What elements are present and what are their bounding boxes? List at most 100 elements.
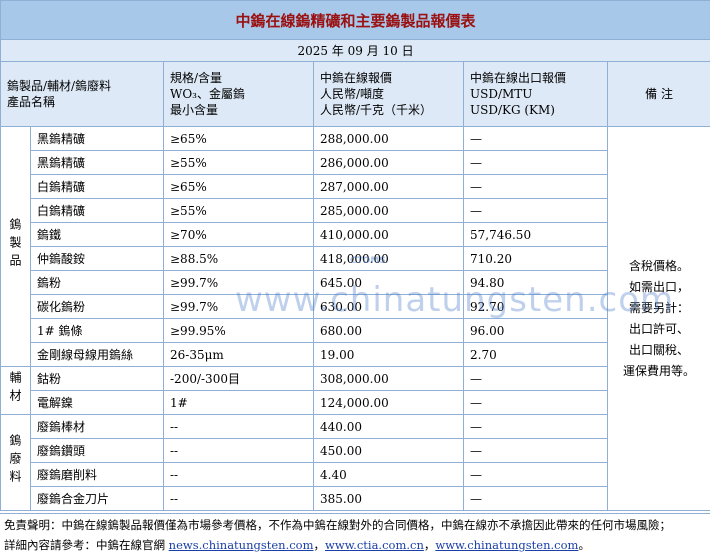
note-line: 運保費用等。 bbox=[623, 363, 696, 378]
export-price: 57,746.50 bbox=[463, 222, 608, 247]
product-name: 白鎢精礦 bbox=[30, 198, 164, 223]
row: 金剛線母線用鎢絲 26-35μm 19.00 2.70 bbox=[1, 342, 710, 367]
header-line: WO₃、金屬鎢 bbox=[170, 87, 245, 101]
export-price: — bbox=[463, 198, 608, 223]
export-price: — bbox=[463, 126, 608, 151]
export-price: 2.70 bbox=[463, 342, 608, 367]
export-price: — bbox=[463, 414, 608, 439]
product-name: 廢鎢棒材 bbox=[30, 414, 164, 439]
disclaimer: 免責聲明：中鎢在線鎢製品報價僅為市場參考價格，不作為中鎢在線對外的合同價格，中鎢… bbox=[4, 518, 671, 532]
product-name: 廢鎢合金刀片 bbox=[30, 486, 164, 511]
spec: ≥55% bbox=[163, 198, 314, 223]
row: 白鎢精礦 ≥65% 287,000.00— bbox=[1, 174, 710, 199]
export-price: — bbox=[463, 174, 608, 199]
note-line: 含稅價格。 bbox=[629, 258, 690, 273]
price: 645.00 bbox=[313, 270, 464, 295]
product-name: 碳化鎢粉 bbox=[30, 294, 164, 319]
footer: 免責聲明：中鎢在線鎢製品報價僅為市場參考價格，不作為中鎢在線對外的合同價格，中鎢… bbox=[0, 513, 710, 555]
header-line: 產品名稱 bbox=[7, 95, 56, 109]
spec: -- bbox=[163, 438, 314, 463]
spec: 1# bbox=[163, 390, 314, 415]
spec: ≥99.7% bbox=[163, 270, 314, 295]
export-price: 710.20 bbox=[463, 246, 608, 271]
price: 19.00 bbox=[313, 342, 464, 367]
header-export: 中鎢在線出口報價 USD/MTU USD/KG (KM) bbox=[463, 61, 608, 127]
price: 287,000.00 bbox=[313, 174, 464, 199]
header-line: 人民幣/噸度 bbox=[320, 87, 385, 101]
title-row: 中鎢在線鎢精礦和主要鎢製品報價表 bbox=[0, 0, 710, 40]
price: 124,000.00 bbox=[313, 390, 464, 415]
header-line: 中鎢在線出口報價 bbox=[470, 71, 567, 85]
date: 2025 年 09 月 10 日 bbox=[0, 39, 710, 62]
header-name: 鎢製品/輔材/鎢廢料 產品名稱 bbox=[0, 61, 164, 127]
spec: -- bbox=[163, 486, 314, 511]
product-name: 廢鎢鑽頭 bbox=[30, 438, 164, 463]
spec: ≥99.7% bbox=[163, 294, 314, 319]
header-row: 鎢製品/輔材/鎢廢料 產品名稱 規格/含量 WO₃、金屬鎢 最小含量 中鎢在線報價 人民… bbox=[0, 61, 710, 127]
header-line: USD/MTU bbox=[470, 87, 533, 101]
price: 410,000.00 bbox=[313, 222, 464, 247]
header-spec: 規格/含量 WO₃、金屬鎢 最小含量 bbox=[163, 61, 314, 127]
product-name: 仲鎢酸銨 bbox=[30, 246, 164, 271]
group-label: 鎢製品 bbox=[8, 218, 22, 272]
row: 白鎢精礦 ≥55% 285,000.00— bbox=[1, 198, 710, 223]
price: 385.00 bbox=[313, 486, 464, 511]
product-name: 白鎢精礦 bbox=[30, 174, 164, 199]
price: 286,000.00 bbox=[313, 150, 464, 175]
end-mark: 。 bbox=[578, 538, 590, 552]
product-name: 鎢鐵 bbox=[30, 222, 164, 247]
header-line: 中鎢在線報價 bbox=[320, 71, 393, 85]
product-name: 1# 鎢條 bbox=[30, 318, 164, 343]
row: 電解鎳 1# 124,000.00— bbox=[1, 390, 710, 415]
spec: ≥99.95% bbox=[163, 318, 314, 343]
row: 廢鎢合金刀片 -- 385.00— bbox=[1, 486, 710, 511]
row: 鎢粉 ≥99.7% 645.00 94.80 bbox=[1, 270, 710, 295]
export-price: 94.80 bbox=[463, 270, 608, 295]
header-price: 中鎢在線報價 人民幣/噸度人民幣/千克（千米） bbox=[313, 61, 464, 127]
row: 鎢鐵 ≥70% 410,000.00 57,746.50 bbox=[1, 222, 710, 247]
reference: 詳細內容請參考：中鎢在線官網 news.chinatungsten.com，ww… bbox=[4, 535, 706, 555]
link[interactable]: www.chinatungsten.com bbox=[435, 538, 579, 552]
group-cell: 鎢製品 bbox=[0, 126, 31, 367]
export-price: — bbox=[463, 366, 608, 391]
row: 鎢製品 黑鎢精礦 ≥65% 288,000.00— 含稅價格。 如需出口， 需要另計： 出口許… bbox=[0, 126, 710, 511]
row: 黑鎢精礦 ≥55% 286,000.00— bbox=[1, 150, 710, 175]
price: 418,000.00 bbox=[313, 246, 464, 271]
export-price: — bbox=[463, 438, 608, 463]
row: 碳化鎢粉 ≥99.7% 630.00 92.70 bbox=[1, 294, 710, 319]
spec: -- bbox=[163, 462, 314, 487]
product-name: 金剛線母線用鎢絲 bbox=[30, 342, 164, 367]
note-line: 需要另計： bbox=[629, 300, 690, 315]
group-cell: 輔材 bbox=[0, 366, 31, 415]
row: 仲鎢酸銨 ≥88.5% 418,000.00 710.20 bbox=[1, 246, 710, 271]
export-price: — bbox=[463, 462, 608, 487]
link[interactable]: news.chinatungsten.com bbox=[168, 538, 314, 552]
separator: ， bbox=[423, 538, 436, 552]
row: 輔材 鈷粉 -200/-300目 308,000.00— bbox=[0, 366, 710, 415]
separator: ， bbox=[313, 538, 326, 552]
header-line: 人民幣/千克（千米） bbox=[320, 103, 433, 117]
link[interactable]: www.ctia.com.cn bbox=[325, 538, 424, 552]
export-price: — bbox=[463, 390, 608, 415]
product-name: 廢鎢磨削料 bbox=[30, 462, 164, 487]
note-line: 出口關稅、 bbox=[629, 342, 690, 357]
product-name: 鈷粉 bbox=[30, 366, 164, 391]
export-price: — bbox=[463, 486, 608, 511]
row: 鎢廢料 廢鎢棒材 -- 440.00— bbox=[0, 414, 710, 511]
row: 廢鎢鑽頭 -- 450.00— bbox=[1, 438, 710, 463]
header-line: 鎢製品/輔材/鎢廢料 bbox=[7, 79, 112, 93]
spec: ≥65% bbox=[163, 174, 314, 199]
note-line: 如需出口， bbox=[629, 279, 690, 294]
date-row: 2025 年 09 月 10 日 bbox=[0, 39, 710, 62]
export-price: 96.00 bbox=[463, 318, 608, 343]
spec: -- bbox=[163, 414, 314, 439]
spec: 26-35μm bbox=[163, 342, 314, 367]
row: 廢鎢磨削料 -- 4.40— bbox=[1, 462, 710, 487]
group-label: 鎢廢料 bbox=[8, 434, 22, 488]
row: 1# 鎢條 ≥99.95% 680.00 96.00 bbox=[1, 318, 710, 343]
price: 285,000.00 bbox=[313, 198, 464, 223]
table-body: 中鎢在線鎢精礦和主要鎢製品報價表 2025 年 09 月 10 日 鎢製品/輔材… bbox=[0, 0, 710, 511]
price: 680.00 bbox=[313, 318, 464, 343]
spec: ≥88.5% bbox=[163, 246, 314, 271]
